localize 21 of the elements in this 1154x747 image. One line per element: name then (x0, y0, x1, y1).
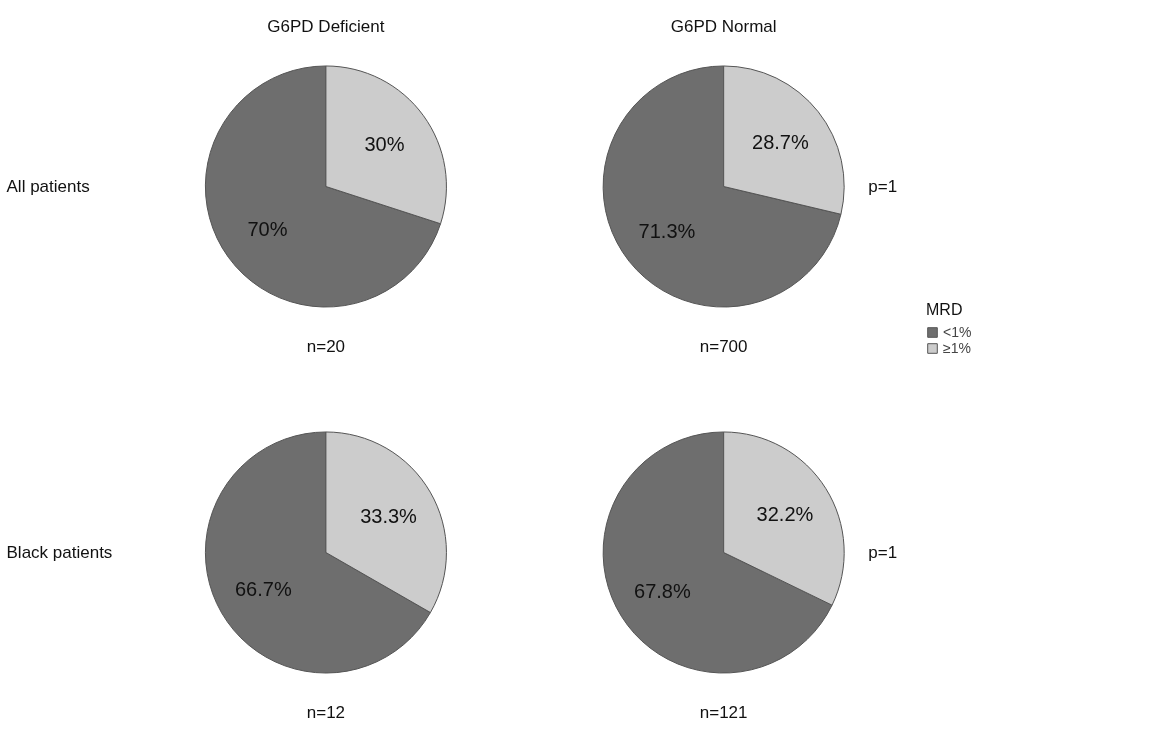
data-label: 71.3% (638, 220, 696, 243)
text: n=12 (306, 702, 346, 722)
data-label: 33.3% (360, 505, 418, 528)
text: p=1 (868, 177, 898, 196)
legend-title: MRD (926, 301, 964, 319)
text: n=121 (699, 702, 748, 722)
text: All patients (6, 177, 90, 196)
chart-title: G6PD Deficient (267, 17, 385, 37)
data-label: 30% (364, 133, 405, 156)
chart-title: G6PD Normal (670, 17, 777, 37)
data-label: 32.2% (756, 503, 814, 526)
text: p=1 (868, 543, 898, 562)
legend-label: ≥1% (943, 340, 971, 356)
text: n=20 (306, 336, 346, 356)
data-label: 66.7% (234, 577, 292, 600)
data-label: 28.7% (752, 130, 809, 153)
text: Black patients (6, 543, 113, 562)
data-label: 67.8% (634, 579, 691, 602)
data-label: 70% (247, 217, 288, 240)
legend-label: <1% (943, 324, 972, 340)
text: n=700 (699, 336, 748, 356)
